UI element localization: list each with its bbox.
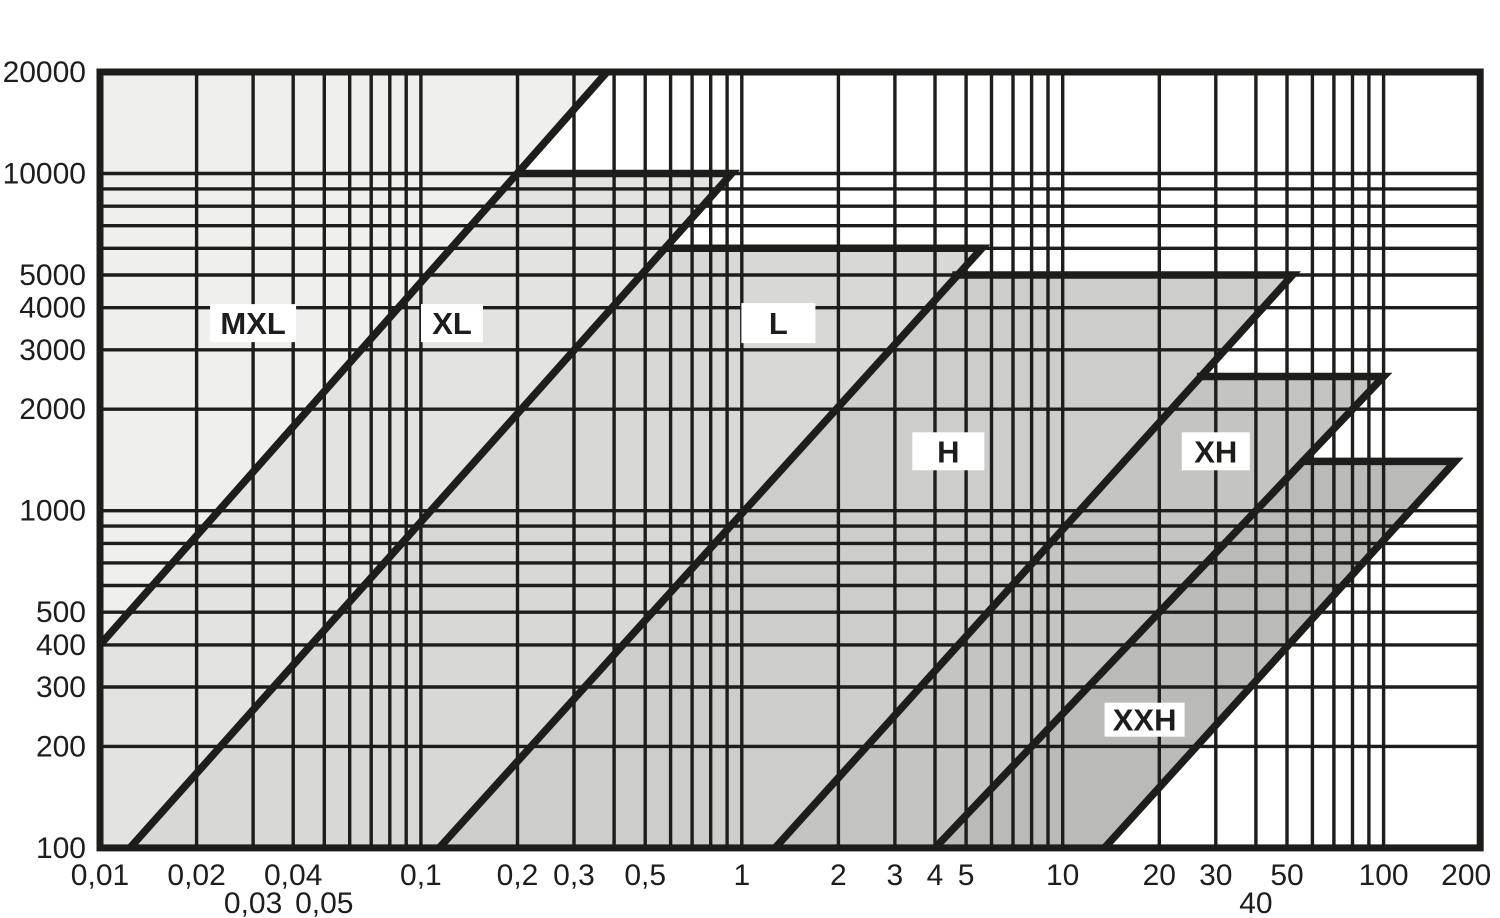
y-tick-label: 400 <box>36 629 86 662</box>
x-tick-label: 0,01 <box>71 859 129 892</box>
x-tick-label: 0,03 <box>224 887 282 918</box>
y-tick-label: 200 <box>36 730 86 763</box>
y-tick-label: 20000 <box>3 56 86 89</box>
region-boundary-xl <box>127 169 741 851</box>
x-tick-label: 0,05 <box>295 887 353 918</box>
region-label-box-h <box>912 432 985 471</box>
region-label-box-mxl <box>210 304 297 343</box>
region-label-h: H <box>937 434 959 469</box>
region-label-xxh: XXH <box>1113 703 1177 738</box>
x-tick-label: 0,04 <box>264 859 322 892</box>
x-tick-label: 1 <box>733 859 750 892</box>
x-tick-label: 0,1 <box>400 859 442 892</box>
x-tick-label: 0,2 <box>497 859 539 892</box>
x-tick-label: 10 <box>1046 859 1079 892</box>
y-tick-label: 10000 <box>3 158 86 191</box>
region-label-l: L <box>769 306 788 341</box>
region-label-box-xl <box>421 304 483 343</box>
region-l <box>130 248 982 848</box>
y-tick-label: 4000 <box>19 292 86 325</box>
region-label-xl: XL <box>432 306 472 341</box>
axis-frame <box>96 68 1484 852</box>
x-tick-label: 100 <box>1359 859 1409 892</box>
region-label-xh: XH <box>1194 434 1237 469</box>
y-tick-label: 5000 <box>19 259 86 292</box>
y-tick-label: 100 <box>36 832 86 865</box>
region-boundary-xxh <box>1101 457 1464 851</box>
x-tick-label: 0,3 <box>553 859 595 892</box>
x-tick-label: 2 <box>830 859 847 892</box>
region-boundary-xh <box>932 372 1393 851</box>
x-tick-label: 50 <box>1270 859 1303 892</box>
region-xxh <box>935 461 1456 848</box>
x-tick-label: 3 <box>887 859 904 892</box>
x-tick-label: 5 <box>958 859 975 892</box>
region-label-box-xh <box>1181 432 1250 471</box>
region-boundary-l <box>436 244 991 851</box>
x-tick-label: 40 <box>1239 887 1272 918</box>
y-tick-label: 2000 <box>19 393 86 426</box>
x-tick-label: 200 <box>1441 859 1491 892</box>
y-tick-label: 300 <box>36 671 86 704</box>
region-label-box-l <box>741 303 816 344</box>
region-boundary-h <box>772 271 1301 851</box>
region-label-box-xxh <box>1104 702 1185 737</box>
x-tick-label: 30 <box>1199 859 1232 892</box>
x-tick-label: 0,5 <box>624 859 666 892</box>
x-tick-label: 0,02 <box>167 859 225 892</box>
x-tick-label: 4 <box>927 859 944 892</box>
y-tick-label: 1000 <box>19 495 86 528</box>
y-tick-label: 3000 <box>19 334 86 367</box>
x-tick-label: 20 <box>1143 859 1176 892</box>
y-tick-label: 500 <box>36 596 86 629</box>
region-label-mxl: MXL <box>220 306 285 341</box>
region-boundary-mxl <box>97 69 610 648</box>
